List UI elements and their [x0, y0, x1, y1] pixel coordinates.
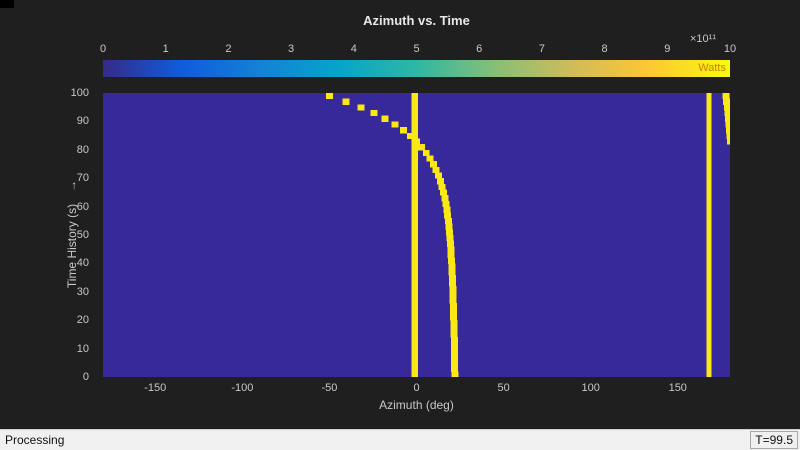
x-tick-label: -100 — [231, 382, 254, 394]
y-tick-labels: 0 10 20 30 40 50 60 70 80 90 100 — [0, 87, 97, 383]
y-tick-label: 80 — [76, 143, 89, 156]
colorbar: Watts — [103, 60, 730, 77]
y-tick-label: 100 — [70, 87, 89, 99]
plot-area[interactable] — [103, 93, 730, 377]
colorbar-tick-label: 1 — [162, 43, 169, 55]
x-tick-label: -150 — [144, 382, 167, 394]
x-tick-label: 0 — [413, 382, 420, 394]
y-tick-label: 40 — [76, 257, 89, 270]
colorbar-tick-labels: 0 1 2 3 4 5 6 7 8 9 10 — [99, 43, 736, 56]
colorbar-tick-label: 9 — [664, 43, 671, 55]
tracks-svg — [325, 93, 730, 377]
window-chrome-fragment — [0, 0, 14, 8]
colorbar-tick-label: 2 — [225, 43, 232, 55]
x-axis-label: Azimuth (deg) — [379, 398, 454, 412]
colorbar-tick-label: 0 — [99, 43, 107, 55]
y-tick-label: 30 — [76, 285, 89, 298]
colorbar-tick-label: 6 — [476, 43, 483, 55]
colorbar-units-label: Watts — [698, 62, 726, 74]
colorbar-exponent: ×10¹¹ — [690, 33, 716, 45]
y-axis-label-text: Time History (s) — [65, 203, 79, 289]
y-tick-label: 60 — [76, 200, 89, 213]
colorbar-gradient — [103, 60, 730, 77]
y-tick-label: 50 — [76, 229, 89, 241]
time-indicator: T=99.5 — [750, 431, 798, 449]
x-tick-label: 100 — [581, 382, 600, 394]
status-text: Processing — [5, 433, 65, 447]
y-tick-label: 10 — [76, 342, 89, 355]
colorbar-tick-label: 4 — [350, 43, 357, 55]
x-tick-label: 150 — [668, 382, 687, 394]
colorbar-tick-label: 7 — [538, 43, 545, 55]
plot-title: Azimuth vs. Time — [363, 13, 470, 28]
colorbar-tick-label: 10 — [723, 43, 737, 55]
y-tick-label: 70 — [76, 172, 89, 185]
y-tick-label: 20 — [76, 314, 89, 327]
colorbar-tick-label: 3 — [288, 43, 295, 55]
x-tick-label: -50 — [321, 382, 338, 394]
y-tick-label: 90 — [76, 115, 89, 128]
colorbar-tick-label: 5 — [413, 43, 420, 55]
y-tick-label: 0 — [82, 371, 89, 383]
y-axis-label: Time History (s) → — [65, 134, 79, 334]
colorbar-tick-label: 8 — [601, 43, 608, 55]
x-tick-labels: -150 -100 -50 0 50 100 150 — [103, 382, 730, 396]
status-bar: Processing T=99.5 — [0, 429, 800, 450]
direction-arrow: → — [65, 179, 79, 192]
x-tick-label: 50 — [497, 382, 510, 394]
